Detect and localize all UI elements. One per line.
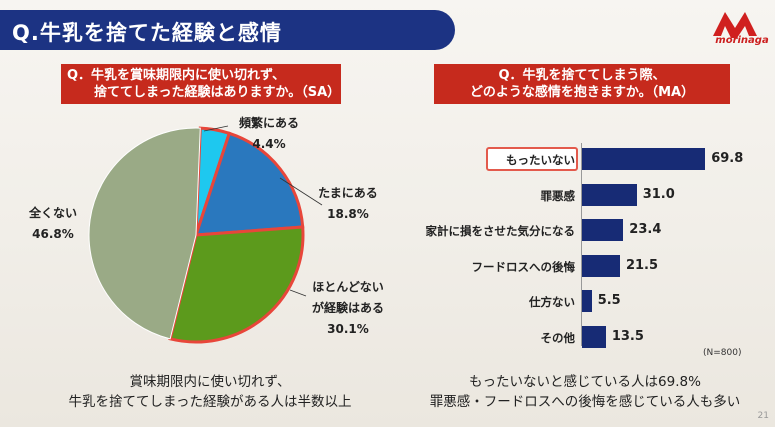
pie-leader-sometimes — [279, 177, 323, 206]
bar-value-label: 69.8 — [711, 151, 744, 166]
pie-leader-rarely — [289, 289, 307, 297]
bar — [582, 183, 637, 206]
bar-value-label: 23.4 — [629, 222, 662, 237]
title-banner: Q.牛乳を捨てた経験と感情 — [0, 10, 455, 50]
bar-value-label: 21.5 — [625, 257, 659, 273]
pie-label-frequent: 頻繁にある 4.4% — [226, 113, 312, 155]
bar-category-label: 家計に損をさせた気分になる — [425, 224, 576, 238]
left-summary: 賞味期限内に使い切れず、 牛乳を捨ててしまった経験がある人は半数以上 — [40, 372, 380, 412]
left-question-line2: 捨ててしまった経験はありますか。（SA） — [94, 85, 341, 100]
pie-label-rarely-value: 30.1% — [327, 322, 369, 336]
bar — [582, 290, 592, 312]
bar — [582, 325, 606, 348]
left-summary-line1: 賞味期限内に使い切れず、 — [129, 374, 291, 390]
logo-mark-icon — [713, 12, 757, 38]
left-question-line1: Q．牛乳を賞味期限内に使い切れず、 — [67, 68, 286, 83]
bar-category-label: その他 — [540, 330, 576, 345]
right-question-line2: どのような感情を抱きますか。（MA） — [469, 85, 695, 100]
sample-size-note: (N=800) — [703, 348, 742, 358]
bar-value-label: 13.5 — [611, 328, 644, 344]
right-question-line1: Q．牛乳を捨ててしまう際、 — [498, 68, 666, 83]
bar-value-label: 5.5 — [597, 293, 621, 308]
bar-category-label: 仕方ない — [529, 295, 575, 309]
page-number: 21 — [757, 411, 769, 421]
bar-category-highlight — [486, 147, 578, 171]
pie-leader-frequent — [203, 125, 229, 132]
pie-label-rarely: ほとんどない が経験はある 30.1% — [300, 277, 396, 340]
pie-slice-rarely-outline — [168, 225, 305, 344]
brand-logo: morinaga — [707, 6, 771, 52]
pie-slice-never — [88, 127, 201, 340]
pie-label-sometimes-value: 18.8% — [327, 207, 369, 221]
bar-category-label: 罪悪感 — [540, 188, 576, 203]
pie-label-frequent-name: 頻繁にある — [238, 116, 299, 130]
pie-label-frequent-value: 4.4% — [252, 137, 286, 151]
left-summary-line2: 牛乳を捨ててしまった経験がある人は半数以上 — [68, 394, 352, 410]
pie-label-sometimes: たまにある 18.8% — [310, 183, 386, 225]
bar — [582, 254, 620, 277]
pie-label-sometimes-name: たまにある — [318, 186, 378, 200]
pie-label-rarely-name2: が経験はある — [311, 301, 384, 315]
bar-category-label: フードロスへの後悔 — [471, 259, 576, 274]
pie-label-rarely-name1: ほとんどない — [312, 280, 384, 294]
right-summary: もったいないと感じている人は69.8% 罪悪感・フードロスへの後悔を感じている人… — [420, 372, 750, 412]
right-summary-line2: 罪悪感・フードロスへの後悔を感じている人も多い — [429, 394, 741, 410]
page-title: Q.牛乳を捨てた経験と感情 — [12, 21, 282, 45]
logo-text: morinaga — [715, 35, 769, 46]
pie-label-never-value: 46.8% — [32, 227, 74, 241]
pie-label-never: 全くない 46.8% — [18, 203, 88, 245]
pie-slice-sometimes-outline — [193, 131, 305, 237]
bar-category-label: もったいない — [506, 153, 575, 167]
right-question-box: Q．牛乳を捨ててしまう際、 どのような感情を抱きますか。（MA） — [434, 64, 730, 104]
bar-value-label: 31.0 — [642, 186, 675, 202]
right-summary-line1: もったいないと感じている人は69.8% — [469, 374, 701, 390]
pie-label-never-name: 全くない — [28, 206, 77, 220]
left-question-box: Q．牛乳を賞味期限内に使い切れず、 捨ててしまった経験はありますか。（SA） — [61, 64, 341, 104]
bar — [582, 219, 624, 241]
bar-axis-line — [581, 143, 582, 346]
bar — [582, 148, 706, 170]
